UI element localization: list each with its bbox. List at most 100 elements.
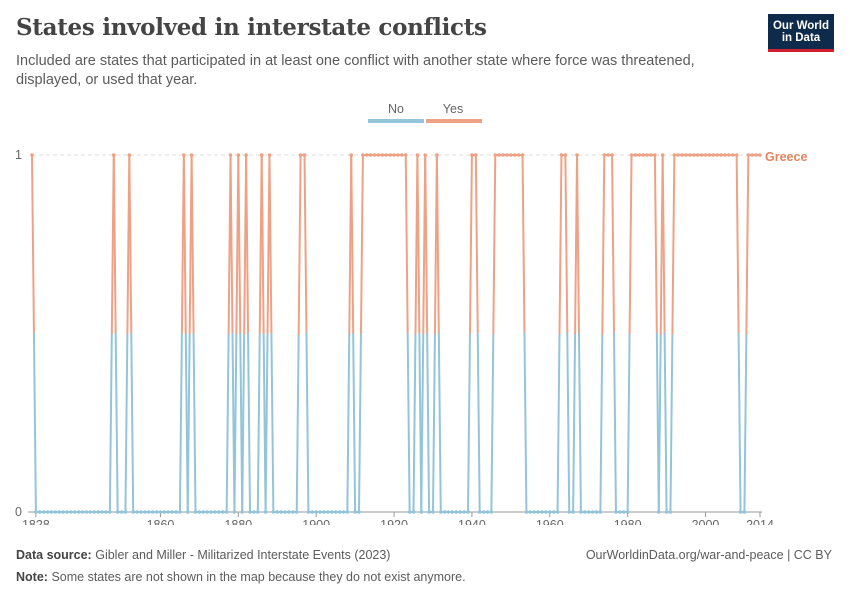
data-point[interactable] bbox=[337, 510, 342, 514]
data-point[interactable] bbox=[271, 510, 276, 514]
data-point[interactable] bbox=[92, 510, 97, 514]
data-point[interactable] bbox=[189, 153, 194, 157]
data-point[interactable] bbox=[629, 153, 634, 157]
data-point[interactable] bbox=[372, 153, 377, 157]
data-point[interactable] bbox=[532, 510, 537, 514]
data-point[interactable] bbox=[244, 153, 248, 157]
data-point[interactable] bbox=[53, 510, 58, 514]
data-point[interactable] bbox=[446, 510, 451, 514]
data-point[interactable] bbox=[625, 510, 630, 514]
data-point[interactable] bbox=[119, 510, 124, 514]
data-point[interactable] bbox=[150, 510, 155, 514]
data-point[interactable] bbox=[742, 510, 747, 514]
data-point[interactable] bbox=[287, 510, 291, 514]
data-point[interactable] bbox=[185, 510, 190, 514]
data-point[interactable] bbox=[711, 153, 716, 157]
data-point[interactable] bbox=[154, 510, 159, 514]
data-point[interactable] bbox=[641, 153, 646, 157]
data-point[interactable] bbox=[236, 153, 241, 157]
data-point[interactable] bbox=[668, 510, 673, 514]
data-point[interactable] bbox=[466, 510, 470, 514]
data-point[interactable] bbox=[228, 153, 233, 157]
data-point[interactable] bbox=[263, 510, 268, 514]
data-point[interactable] bbox=[166, 510, 171, 514]
data-point[interactable] bbox=[88, 510, 93, 514]
data-point[interactable] bbox=[427, 510, 431, 514]
data-point[interactable] bbox=[306, 510, 311, 514]
data-point[interactable] bbox=[528, 510, 533, 514]
data-point[interactable] bbox=[205, 510, 209, 514]
data-point[interactable] bbox=[583, 510, 587, 514]
data-point[interactable] bbox=[388, 153, 392, 157]
data-point[interactable] bbox=[579, 510, 583, 514]
data-point[interactable] bbox=[298, 153, 303, 157]
data-point[interactable] bbox=[76, 510, 81, 514]
data-point[interactable] bbox=[34, 510, 38, 514]
data-point[interactable] bbox=[454, 510, 459, 514]
data-point[interactable] bbox=[672, 153, 677, 157]
data-point[interactable] bbox=[485, 510, 490, 514]
data-point[interactable] bbox=[723, 153, 727, 157]
data-point[interactable] bbox=[111, 153, 116, 157]
data-point[interactable] bbox=[703, 153, 708, 157]
data-point[interactable] bbox=[65, 510, 69, 514]
data-point[interactable] bbox=[357, 510, 361, 514]
data-point[interactable] bbox=[174, 510, 178, 514]
data-point[interactable] bbox=[240, 510, 245, 514]
data-point[interactable] bbox=[333, 510, 338, 514]
source-text[interactable]: Gibler and Miller - Militarized Intersta… bbox=[95, 548, 391, 562]
data-point[interactable] bbox=[396, 153, 400, 157]
data-point[interactable] bbox=[458, 510, 463, 514]
data-point[interactable] bbox=[680, 153, 684, 157]
data-point[interactable] bbox=[57, 510, 62, 514]
data-point[interactable] bbox=[505, 153, 509, 157]
data-point[interactable] bbox=[170, 510, 174, 514]
data-point[interactable] bbox=[73, 510, 77, 514]
data-point[interactable] bbox=[322, 510, 326, 514]
data-point[interactable] bbox=[139, 510, 143, 514]
data-point[interactable] bbox=[653, 153, 657, 157]
data-point[interactable] bbox=[252, 510, 256, 514]
data-point[interactable] bbox=[411, 510, 416, 514]
data-point[interactable] bbox=[84, 510, 89, 514]
data-point[interactable] bbox=[567, 510, 572, 514]
data-point[interactable] bbox=[201, 510, 206, 514]
data-point[interactable] bbox=[302, 153, 307, 157]
data-point[interactable] bbox=[400, 153, 404, 157]
data-point[interactable] bbox=[197, 510, 202, 514]
data-point[interactable] bbox=[438, 510, 443, 514]
data-point[interactable] bbox=[695, 153, 700, 157]
data-point[interactable] bbox=[649, 153, 653, 157]
data-point[interactable] bbox=[123, 510, 128, 514]
data-point[interactable] bbox=[637, 153, 642, 157]
data-point[interactable] bbox=[719, 153, 723, 157]
data-point[interactable] bbox=[407, 510, 412, 514]
data-point[interactable] bbox=[341, 510, 346, 514]
data-point[interactable] bbox=[275, 510, 280, 514]
data-point[interactable] bbox=[41, 510, 46, 514]
data-point[interactable] bbox=[509, 153, 513, 157]
data-point[interactable] bbox=[310, 510, 315, 514]
data-point[interactable] bbox=[100, 510, 104, 514]
data-point[interactable] bbox=[431, 510, 435, 514]
data-point[interactable] bbox=[158, 510, 163, 514]
data-point[interactable] bbox=[590, 510, 595, 514]
data-point[interactable] bbox=[232, 510, 237, 514]
data-point[interactable] bbox=[115, 510, 120, 514]
data-point[interactable] bbox=[435, 153, 439, 157]
data-point[interactable] bbox=[178, 510, 182, 514]
data-point[interactable] bbox=[104, 510, 108, 514]
data-point[interactable] bbox=[380, 153, 385, 157]
data-point[interactable] bbox=[248, 510, 252, 514]
data-point[interactable] bbox=[536, 510, 540, 514]
data-point[interactable] bbox=[193, 510, 198, 514]
data-point[interactable] bbox=[660, 153, 665, 157]
data-point[interactable] bbox=[563, 153, 568, 157]
data-point[interactable] bbox=[688, 153, 692, 157]
data-point[interactable] bbox=[602, 153, 607, 157]
data-point[interactable] bbox=[294, 510, 299, 514]
data-point[interactable] bbox=[758, 153, 762, 157]
data-point[interactable] bbox=[318, 510, 322, 514]
data-point[interactable] bbox=[575, 153, 579, 157]
owid-logo[interactable]: Our World in Data bbox=[768, 14, 834, 52]
